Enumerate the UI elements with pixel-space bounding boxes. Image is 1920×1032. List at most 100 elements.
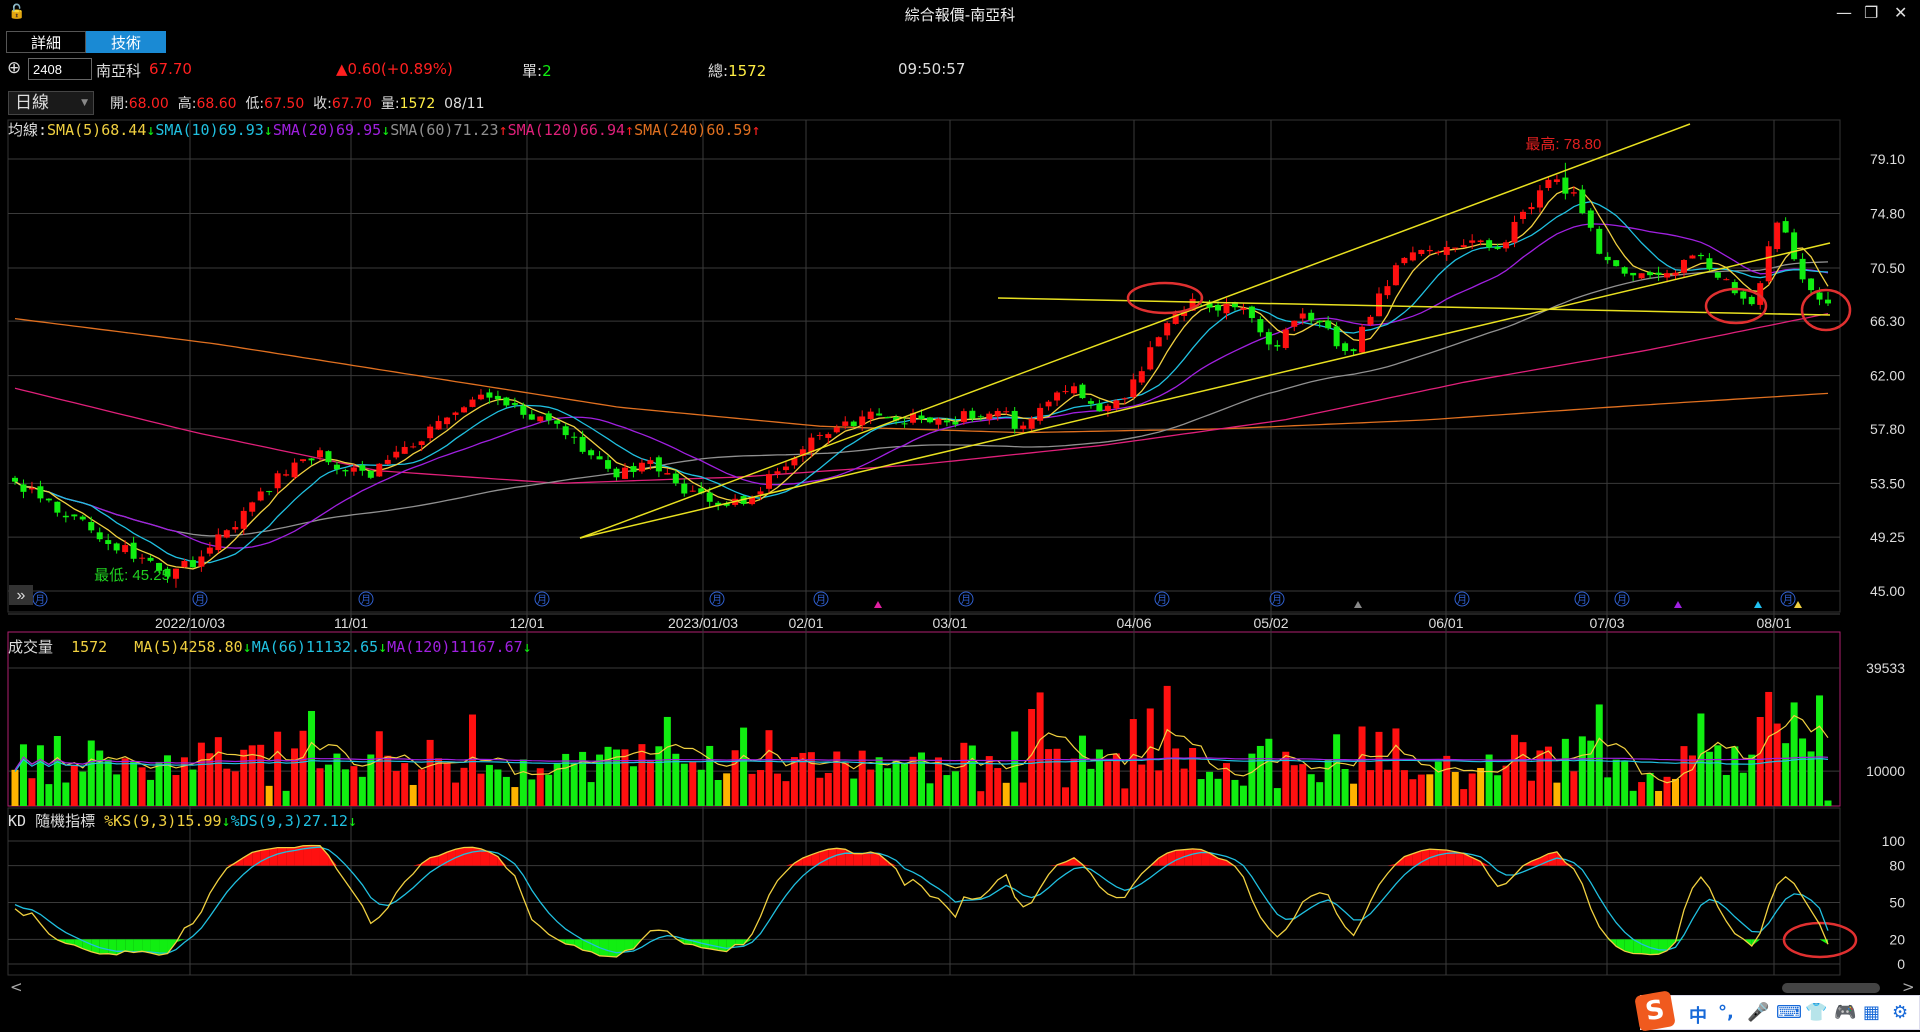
ime-item[interactable]: 🎮	[1834, 1002, 1857, 1023]
volume-bar	[1121, 788, 1129, 806]
scroll-left-button[interactable]: <	[10, 978, 23, 996]
volume-bar	[62, 782, 70, 806]
volume-bar	[629, 766, 637, 806]
volume-bar	[596, 754, 604, 806]
volume-bar	[70, 764, 78, 806]
candle-body	[859, 416, 866, 426]
candle-body	[520, 405, 527, 415]
volume-bar	[1511, 734, 1519, 806]
date-axis-label: 05/02	[1253, 615, 1288, 631]
sma-legend-value: 71.23	[453, 121, 499, 139]
ime-item[interactable]: ▦	[1863, 1002, 1881, 1023]
candle-body	[189, 560, 196, 568]
candle-body	[223, 530, 230, 538]
close-button[interactable]: ✕	[1894, 3, 1908, 22]
period-select[interactable]: 日線 ▼	[8, 91, 94, 115]
kd-zone-fill	[1184, 848, 1193, 866]
kd-legend-label: %KS(9,3)	[104, 812, 177, 830]
volume-bar	[1663, 776, 1671, 806]
trend-line	[579, 123, 1691, 539]
ime-item[interactable]: ⌨	[1776, 1002, 1802, 1023]
candle-body	[232, 527, 239, 530]
volume-bar	[1824, 800, 1832, 806]
candle-body	[1426, 250, 1433, 252]
kd-zone-fill	[1751, 939, 1761, 947]
kd-zone-fill	[870, 851, 880, 866]
volume-bar	[951, 771, 959, 806]
volume-bar	[1731, 746, 1739, 806]
volume-label: 量:	[380, 96, 400, 112]
volume-bar	[689, 761, 697, 806]
volume-bar	[257, 744, 265, 806]
volume-bar	[782, 781, 790, 806]
ime-item[interactable]: °,	[1718, 1002, 1734, 1023]
ime-item[interactable]: 🎤	[1747, 1002, 1770, 1023]
volume-bar	[1553, 782, 1561, 806]
volume-bar	[519, 759, 527, 806]
candle-body	[1553, 179, 1560, 182]
kd-axis-label: 100	[1882, 833, 1906, 849]
volume-bar	[1002, 782, 1010, 806]
minimize-button[interactable]: —	[1836, 3, 1852, 22]
volume-bar	[113, 774, 121, 806]
scroll-right-button[interactable]: >	[1902, 978, 1915, 996]
candle-body	[1655, 272, 1662, 275]
candle-body	[20, 484, 27, 492]
sma240-line	[14, 317, 1829, 434]
candle-body	[1087, 401, 1094, 404]
candle-body	[444, 417, 451, 425]
event-marker-icon	[1794, 601, 1802, 608]
stock-code-input[interactable]	[28, 58, 92, 80]
candle-body	[452, 412, 459, 415]
ime-item[interactable]: ⚙	[1892, 1002, 1909, 1023]
candle-body	[1274, 345, 1281, 347]
kd-axis-label: 50	[1889, 895, 1905, 911]
volume-bar	[36, 745, 44, 806]
kd-axis-label: 80	[1889, 858, 1905, 874]
candle-body	[596, 456, 603, 460]
volume-bar	[1790, 702, 1798, 806]
candle-body	[977, 416, 984, 418]
ime-toolbar[interactable]: S 中 °, 🎤 ⌨ 👕 🎮 ▦ ⚙	[1634, 990, 1920, 1032]
sma-legend-value: 68.44	[101, 121, 147, 139]
candle-body	[1706, 258, 1713, 270]
candle-body	[1680, 260, 1687, 273]
scrollbar-thumb[interactable]	[1782, 983, 1880, 993]
tab-detail[interactable]: 詳細	[6, 31, 86, 53]
volume-bar	[1773, 723, 1781, 806]
volume-bar	[299, 730, 307, 806]
restore-button[interactable]: ❐	[1864, 3, 1879, 22]
candle-body	[1604, 256, 1611, 261]
volume-bar	[553, 763, 561, 806]
add-icon[interactable]: ⊕	[7, 58, 22, 78]
kd-zone-fill	[1531, 857, 1540, 866]
date-axis-label: 11/01	[334, 615, 368, 631]
ime-item[interactable]: 中	[1689, 1006, 1707, 1027]
tab-technical[interactable]: 技術	[86, 31, 166, 53]
candle-body	[164, 568, 171, 577]
expand-button	[9, 585, 33, 605]
high-value: 68.60	[196, 96, 237, 112]
volume-bar	[1299, 764, 1307, 806]
sma-legend-label: SMA(20)	[272, 121, 337, 139]
volume-bar	[79, 771, 87, 806]
candle-body	[469, 399, 476, 407]
volume-bar	[1053, 748, 1061, 806]
candle-body	[630, 466, 637, 472]
volume-bar	[875, 757, 883, 806]
volume-bar	[1477, 767, 1485, 806]
sogou-logo-icon[interactable]: S	[1634, 990, 1676, 1032]
volume-bar	[545, 774, 553, 806]
candle-body	[28, 488, 35, 490]
kd-zone-fill	[464, 847, 473, 866]
candle-body	[291, 462, 298, 478]
volume-bar	[197, 742, 205, 806]
volume-bar	[926, 783, 934, 806]
lock-icon[interactable]: 🔓	[8, 4, 26, 20]
candle-body	[537, 416, 544, 422]
ime-item[interactable]: 👕	[1805, 1002, 1828, 1023]
month-event-glyph: 月	[1272, 594, 1282, 606]
price-axis-label: 70.50	[1870, 260, 1905, 276]
candle-body	[791, 458, 798, 466]
